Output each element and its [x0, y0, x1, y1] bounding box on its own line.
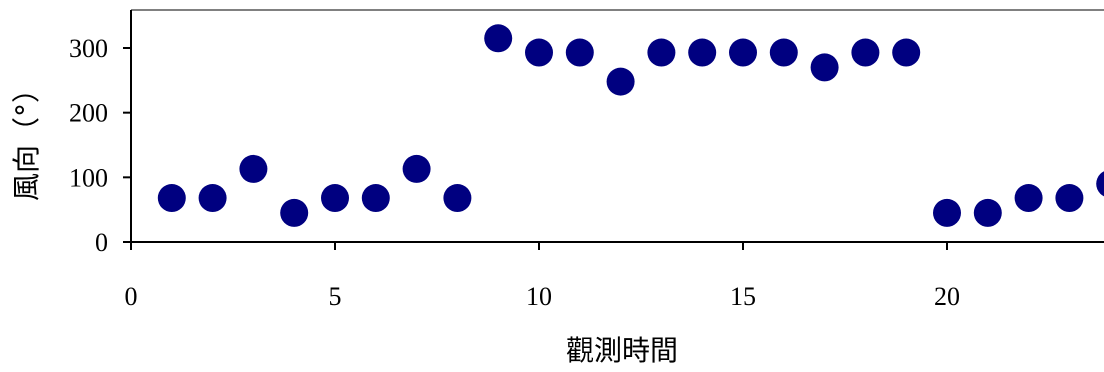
data-point — [647, 38, 676, 67]
data-point — [361, 184, 390, 213]
data-point — [606, 67, 635, 96]
x-tick-label: 0 — [125, 282, 138, 311]
data-point — [1096, 171, 1104, 197]
data-point — [484, 24, 513, 53]
data-point — [729, 38, 757, 67]
data-point — [321, 184, 349, 213]
data-point — [973, 198, 1002, 227]
data-point — [402, 154, 431, 183]
data-point — [239, 154, 268, 183]
y-axis-title: 風向（°） — [10, 75, 43, 201]
data-point — [1014, 184, 1043, 213]
data-point — [280, 198, 309, 227]
x-tick-label: 20 — [934, 282, 960, 311]
x-axis-title: 觀測時間 — [566, 334, 678, 367]
data-point — [810, 53, 839, 82]
y-tick-label: 0 — [95, 228, 108, 257]
y-tick-label: 100 — [69, 163, 108, 192]
data-point — [525, 38, 553, 67]
data-point — [851, 38, 880, 67]
y-axis: 0 100 200 300 — [69, 34, 131, 257]
data-point — [1055, 184, 1084, 213]
data-point — [565, 38, 594, 67]
y-tick-label: 200 — [69, 99, 108, 128]
data-point — [892, 38, 921, 67]
y-tick-label: 300 — [69, 34, 108, 63]
data-point — [157, 184, 186, 213]
data-point — [443, 184, 472, 213]
data-point — [769, 38, 798, 67]
data-points — [157, 24, 1104, 227]
data-point — [198, 184, 227, 213]
x-tick-label: 15 — [730, 282, 756, 311]
data-point — [688, 38, 717, 67]
x-tick-label: 5 — [329, 282, 342, 311]
x-axis: 0 5 10 15 20 — [125, 242, 960, 311]
data-point — [933, 198, 961, 227]
x-tick-label: 10 — [526, 282, 552, 311]
